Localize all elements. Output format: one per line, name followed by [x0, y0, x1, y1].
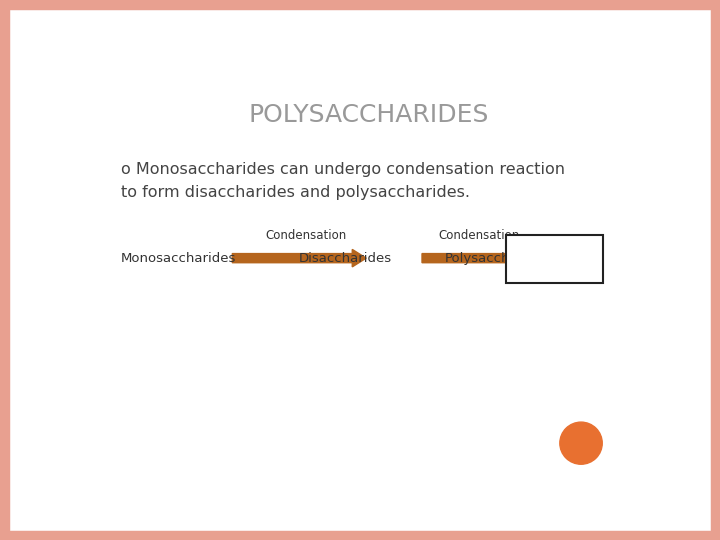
Text: Polysaccharides: Polysaccharides [444, 252, 551, 265]
Bar [505, 235, 603, 283]
Ellipse shape [560, 422, 602, 464]
Text: Disaccharides: Disaccharides [300, 252, 392, 265]
FancyArrow shape [422, 249, 523, 267]
Text: Monosaccharides: Monosaccharides [121, 252, 236, 265]
Text: o Monosaccharides can undergo condensation reaction
to form disaccharides and po: o Monosaccharides can undergo condensati… [121, 162, 564, 200]
Text: Condensation: Condensation [438, 229, 520, 242]
FancyArrow shape [233, 249, 366, 267]
Text: POLYSACCHARIDES: POLYSACCHARIDES [249, 103, 489, 127]
Text: Condensation: Condensation [266, 229, 347, 242]
